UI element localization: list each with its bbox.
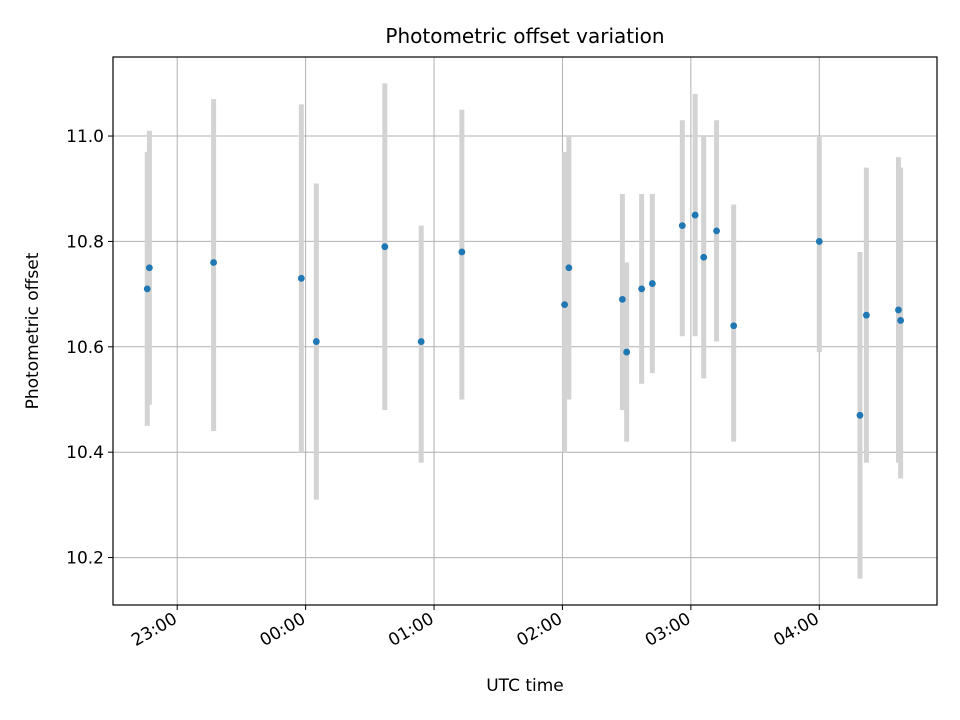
data-point: [623, 348, 631, 356]
y-axis-label: Photometric offset: [23, 252, 43, 409]
data-point: [381, 243, 389, 251]
data-point: [713, 227, 720, 235]
data-point: [700, 253, 708, 261]
data-point: [561, 301, 568, 309]
y-tick-label: 10.2: [66, 549, 104, 569]
data-point: [312, 338, 320, 345]
data-point: [458, 248, 466, 256]
y-tick-label: 10.6: [66, 338, 104, 358]
data-point: [678, 222, 686, 230]
data-point: [856, 411, 864, 419]
data-point: [897, 317, 905, 324]
y-axis-ticks: 10.2 10.4 10.6 10.8 11.0: [66, 127, 113, 569]
x-axis-label: UTC time: [486, 676, 564, 696]
data-point: [638, 285, 646, 293]
data-point: [895, 306, 902, 314]
data-points: [143, 211, 905, 419]
y-tick-label: 10.8: [66, 232, 104, 252]
data-point: [297, 274, 305, 282]
data-point: [730, 322, 738, 330]
y-tick-label: 11.0: [66, 127, 104, 147]
data-point: [143, 285, 151, 293]
data-point: [862, 311, 870, 319]
data-point: [417, 338, 425, 345]
data-point: [145, 264, 153, 272]
y-tick-label: 10.4: [66, 443, 104, 463]
data-point: [565, 264, 573, 272]
chart-title: Photometric offset variation: [385, 24, 664, 48]
data-point: [815, 238, 823, 245]
data-point: [618, 295, 626, 303]
data-point: [691, 211, 699, 219]
data-point: [210, 259, 217, 266]
plot-area-frame: [112, 56, 938, 606]
data-point: [648, 280, 656, 287]
